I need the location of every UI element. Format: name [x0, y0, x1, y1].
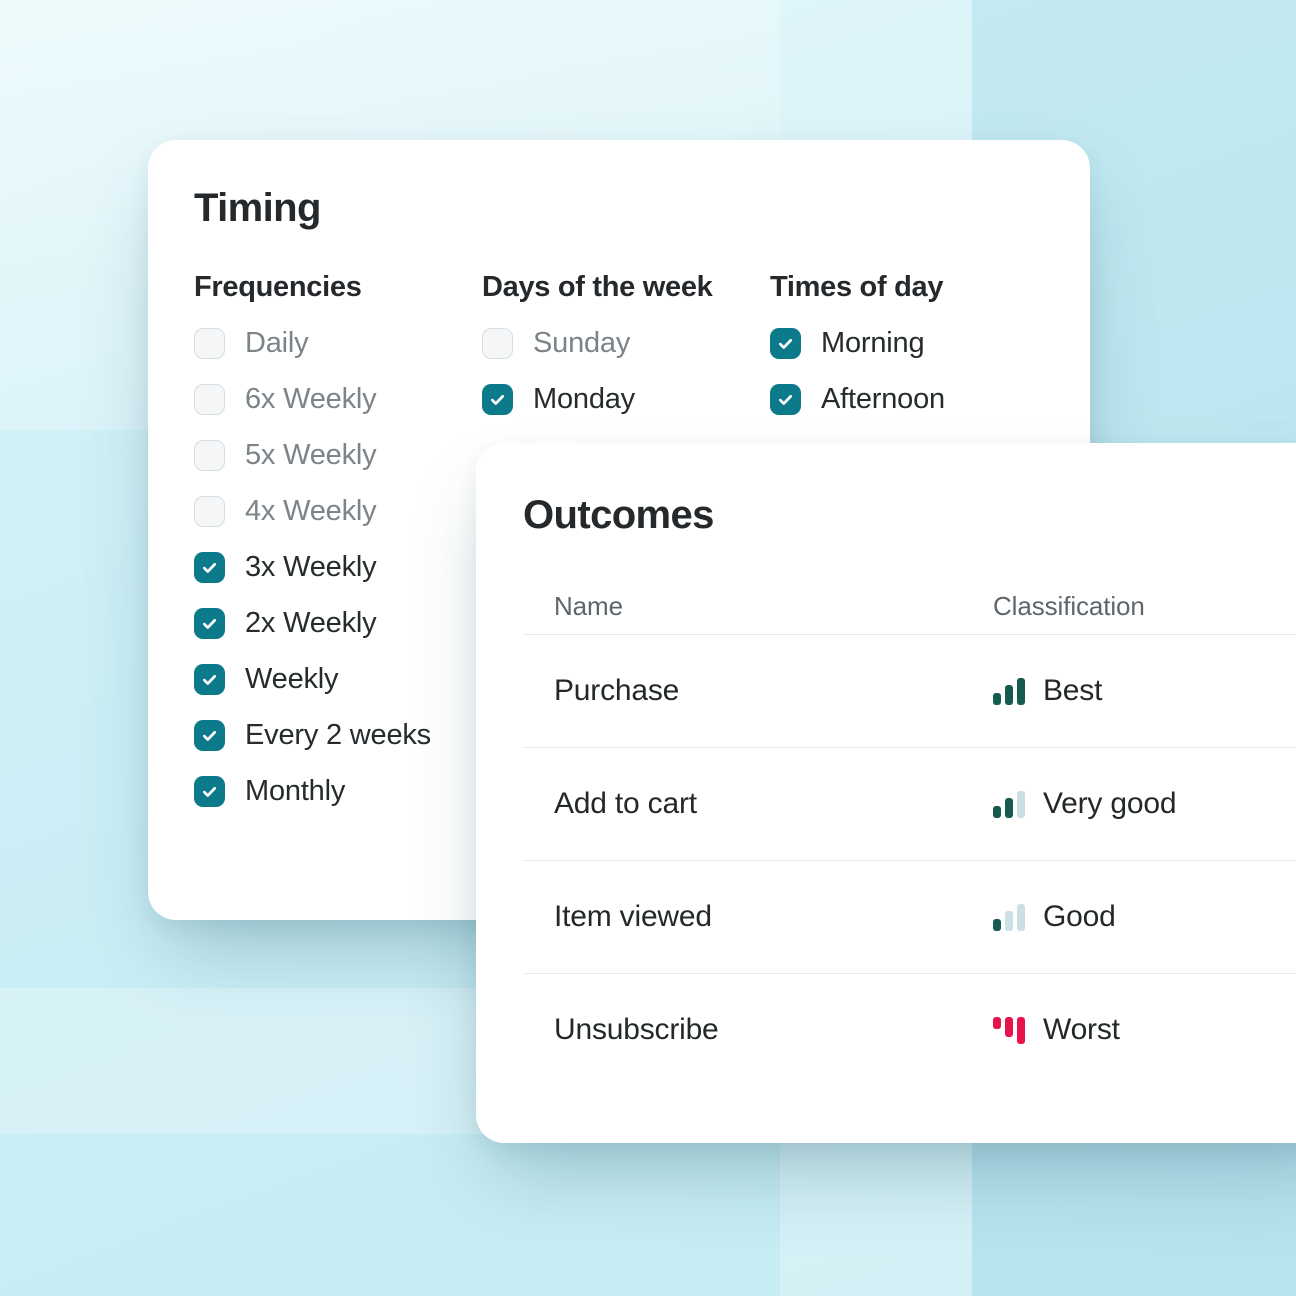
- outcome-classification: Very good: [993, 787, 1296, 821]
- checkbox-morning[interactable]: [770, 327, 801, 359]
- outcomes-card-title: Outcomes: [523, 493, 714, 537]
- checkbox-label: Monday: [533, 382, 635, 415]
- outcomes-table-body: Purchase Best Add to cart Very good Item vie…: [523, 635, 1296, 1086]
- group-header-times-of-day: Times of day: [770, 271, 944, 303]
- checkmark-icon: [779, 338, 793, 349]
- classification-label: Very good: [1043, 787, 1177, 820]
- checkbox-label: Daily: [245, 326, 309, 359]
- checkbox-monday[interactable]: [482, 383, 513, 415]
- checkbox-daily[interactable]: [194, 327, 225, 359]
- checkbox-6x-weekly[interactable]: [194, 383, 225, 415]
- outcomes-table: Name Classification Purchase Best Add to c…: [523, 579, 1296, 1086]
- outcome-name: Purchase: [554, 674, 680, 707]
- outcome-classification: Best: [993, 674, 1296, 708]
- checkbox-afternoon[interactable]: [770, 383, 801, 415]
- classification-label: Good: [1043, 900, 1116, 933]
- checkbox-row-4x-weekly[interactable]: 4x Weekly: [194, 483, 482, 539]
- column-header-name: Name: [554, 591, 623, 621]
- checkbox-row-3x-weekly[interactable]: 3x Weekly: [194, 539, 482, 595]
- checkmark-icon: [203, 674, 217, 685]
- column-header-classification: Classification: [993, 591, 1145, 621]
- signal-bars-very-good-icon: [993, 790, 1025, 818]
- checkmark-icon: [203, 730, 217, 741]
- checkbox-every-2-weeks[interactable]: [194, 719, 225, 751]
- checkbox-monthly[interactable]: [194, 775, 225, 807]
- table-row-add-to-cart: Add to cart Very good: [523, 748, 1296, 861]
- outcomes-card: Outcomes Name Classification Purchase Bes…: [476, 443, 1296, 1143]
- timing-group-frequencies: Frequencies Daily 6x Weekly 5x Weekly 4x Wee…: [194, 270, 482, 819]
- checkbox-row-monthly[interactable]: Monthly: [194, 763, 482, 819]
- checkbox-row-2x-weekly[interactable]: 2x Weekly: [194, 595, 482, 651]
- checkbox-label: 6x Weekly: [245, 382, 377, 415]
- group-header-days-of-the-week: Days of the week: [482, 271, 713, 303]
- checkbox-row-5x-weekly[interactable]: 5x Weekly: [194, 427, 482, 483]
- checkbox-label: 3x Weekly: [245, 550, 377, 583]
- checkbox-3x-weekly[interactable]: [194, 551, 225, 583]
- checkbox-4x-weekly[interactable]: [194, 495, 225, 527]
- table-row-item-viewed: Item viewed Good: [523, 861, 1296, 974]
- checkbox-label: Morning: [821, 326, 925, 359]
- checkmark-icon: [203, 786, 217, 797]
- checkbox-sunday[interactable]: [482, 327, 513, 359]
- outcome-name: Add to cart: [554, 787, 697, 820]
- outcome-name: Unsubscribe: [554, 1013, 719, 1046]
- table-row-unsubscribe: Unsubscribe Worst: [523, 974, 1296, 1086]
- checkbox-row-daily[interactable]: Daily: [194, 315, 482, 371]
- checkbox-label: Monthly: [245, 774, 346, 807]
- signal-bars-worst-icon: [993, 1016, 1025, 1044]
- checkbox-weekly[interactable]: [194, 663, 225, 695]
- group-header-frequencies: Frequencies: [194, 271, 362, 303]
- checkmark-icon: [779, 394, 793, 405]
- checkbox-2x-weekly[interactable]: [194, 607, 225, 639]
- table-row-purchase: Purchase Best: [523, 635, 1296, 748]
- signal-bars-best-icon: [993, 677, 1025, 705]
- checkbox-label: Every 2 weeks: [245, 718, 431, 751]
- checkbox-5x-weekly[interactable]: [194, 439, 225, 471]
- timing-card-title: Timing: [194, 186, 321, 230]
- checkbox-label: Afternoon: [821, 382, 945, 415]
- outcome-classification: Worst: [993, 1013, 1296, 1047]
- checkbox-row-6x-weekly[interactable]: 6x Weekly: [194, 371, 482, 427]
- checkbox-label: Sunday: [533, 326, 631, 359]
- outcomes-table-header: Name Classification: [523, 579, 1296, 635]
- checkmark-icon: [203, 562, 217, 573]
- checkbox-label: 4x Weekly: [245, 494, 377, 527]
- checkbox-row-afternoon[interactable]: Afternoon: [770, 371, 1070, 427]
- checkbox-row-monday[interactable]: Monday: [482, 371, 770, 427]
- checkbox-label: 5x Weekly: [245, 438, 377, 471]
- checkmark-icon: [491, 394, 505, 405]
- outcome-classification: Good: [993, 900, 1296, 934]
- checkbox-row-morning[interactable]: Morning: [770, 315, 1070, 371]
- signal-bars-good-icon: [993, 903, 1025, 931]
- checkbox-row-weekly[interactable]: Weekly: [194, 651, 482, 707]
- checkbox-row-every-2-weeks[interactable]: Every 2 weeks: [194, 707, 482, 763]
- classification-label: Best: [1043, 674, 1103, 707]
- checkbox-label: Weekly: [245, 662, 339, 695]
- checkbox-label: 2x Weekly: [245, 606, 377, 639]
- outcome-name: Item viewed: [554, 900, 712, 933]
- classification-label: Worst: [1043, 1013, 1120, 1046]
- timing-group-times-of-day: Times of day Morning Afternoon: [770, 270, 1070, 819]
- checkmark-icon: [203, 618, 217, 629]
- checkbox-row-sunday[interactable]: Sunday: [482, 315, 770, 371]
